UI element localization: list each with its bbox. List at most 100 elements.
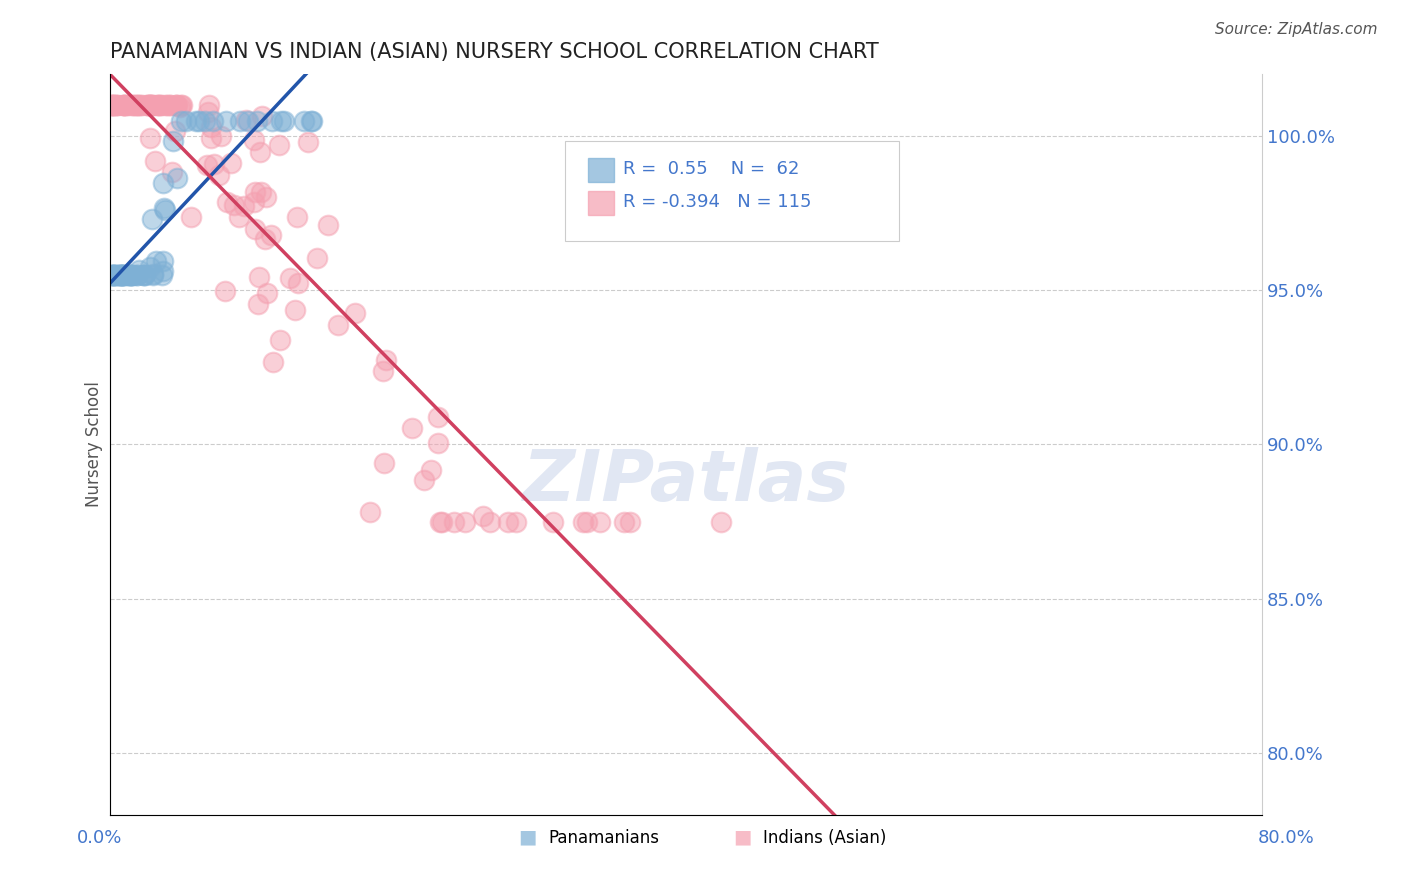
Point — [112, 98, 135, 112]
Point — [287, 276, 309, 290]
Text: ZIPatlas: ZIPatlas — [523, 447, 849, 516]
Point — [305, 251, 328, 265]
Point — [170, 113, 193, 128]
Point — [152, 264, 174, 278]
Point — [117, 268, 139, 282]
Point — [238, 113, 260, 128]
Point — [222, 198, 245, 212]
Point — [229, 113, 252, 128]
Point — [101, 268, 124, 282]
Point — [101, 268, 124, 282]
Point — [202, 113, 225, 128]
Point — [371, 364, 394, 378]
Point — [108, 268, 131, 282]
Point — [426, 409, 449, 424]
Point — [127, 98, 149, 112]
Point — [246, 113, 269, 128]
Point — [111, 98, 134, 112]
Point — [432, 515, 454, 529]
Y-axis label: Nursery School: Nursery School — [86, 382, 103, 508]
Point — [299, 113, 322, 128]
Point — [247, 269, 270, 284]
Point — [505, 515, 527, 529]
Point — [198, 98, 221, 112]
Point — [104, 98, 127, 112]
Point — [413, 473, 436, 487]
Point — [105, 98, 128, 112]
Point — [273, 113, 295, 128]
Point — [107, 98, 129, 112]
FancyBboxPatch shape — [565, 141, 898, 241]
Point — [373, 457, 395, 471]
Point — [496, 515, 519, 529]
Point — [174, 113, 197, 128]
Point — [103, 268, 125, 282]
Point — [112, 268, 135, 282]
Point — [166, 98, 188, 112]
Point — [121, 268, 143, 282]
Point — [260, 113, 283, 128]
Text: 0.0%: 0.0% — [77, 829, 122, 847]
Point — [139, 130, 162, 145]
Point — [128, 263, 150, 277]
Point — [111, 268, 134, 282]
Point — [165, 124, 187, 138]
Point — [141, 211, 163, 226]
Point — [243, 194, 266, 209]
Text: 80.0%: 80.0% — [1258, 829, 1315, 847]
Point — [253, 232, 276, 246]
Point — [166, 170, 188, 185]
Point — [103, 98, 125, 112]
Point — [111, 268, 134, 282]
Point — [120, 268, 142, 282]
Point — [153, 201, 176, 215]
Point — [146, 98, 169, 112]
Point — [156, 98, 179, 112]
Point — [576, 515, 599, 529]
Bar — [588, 192, 613, 215]
Point — [202, 157, 225, 171]
Point — [401, 421, 423, 435]
Point — [105, 268, 128, 282]
Point — [194, 113, 217, 128]
Point — [250, 185, 273, 199]
Point — [375, 353, 398, 368]
Point — [165, 98, 187, 112]
Point — [108, 268, 131, 282]
Point — [103, 268, 125, 282]
Point — [215, 194, 238, 209]
Point — [160, 165, 183, 179]
Point — [429, 515, 451, 529]
Point — [543, 515, 565, 529]
Point — [100, 98, 122, 112]
Point — [142, 268, 165, 282]
Point — [172, 98, 194, 112]
Point — [132, 268, 155, 282]
Point — [100, 98, 122, 112]
Point — [478, 515, 501, 529]
Point — [112, 98, 135, 112]
Point — [135, 98, 157, 112]
Point — [247, 297, 270, 311]
Point — [112, 98, 135, 112]
Point — [155, 98, 177, 112]
Point — [169, 100, 191, 114]
Point — [121, 98, 143, 112]
Point — [107, 268, 129, 282]
Point — [571, 515, 593, 529]
Point — [208, 168, 231, 182]
Point — [165, 98, 187, 112]
Point — [148, 98, 170, 112]
Point — [150, 98, 173, 112]
Point — [619, 515, 641, 529]
Point — [243, 222, 266, 236]
Point — [613, 515, 636, 529]
Point — [195, 158, 218, 172]
Point — [200, 131, 222, 145]
Point — [101, 268, 124, 282]
Point — [120, 268, 142, 282]
Point — [153, 202, 176, 217]
Point — [143, 153, 166, 168]
Point — [146, 98, 169, 112]
Point — [127, 98, 149, 112]
